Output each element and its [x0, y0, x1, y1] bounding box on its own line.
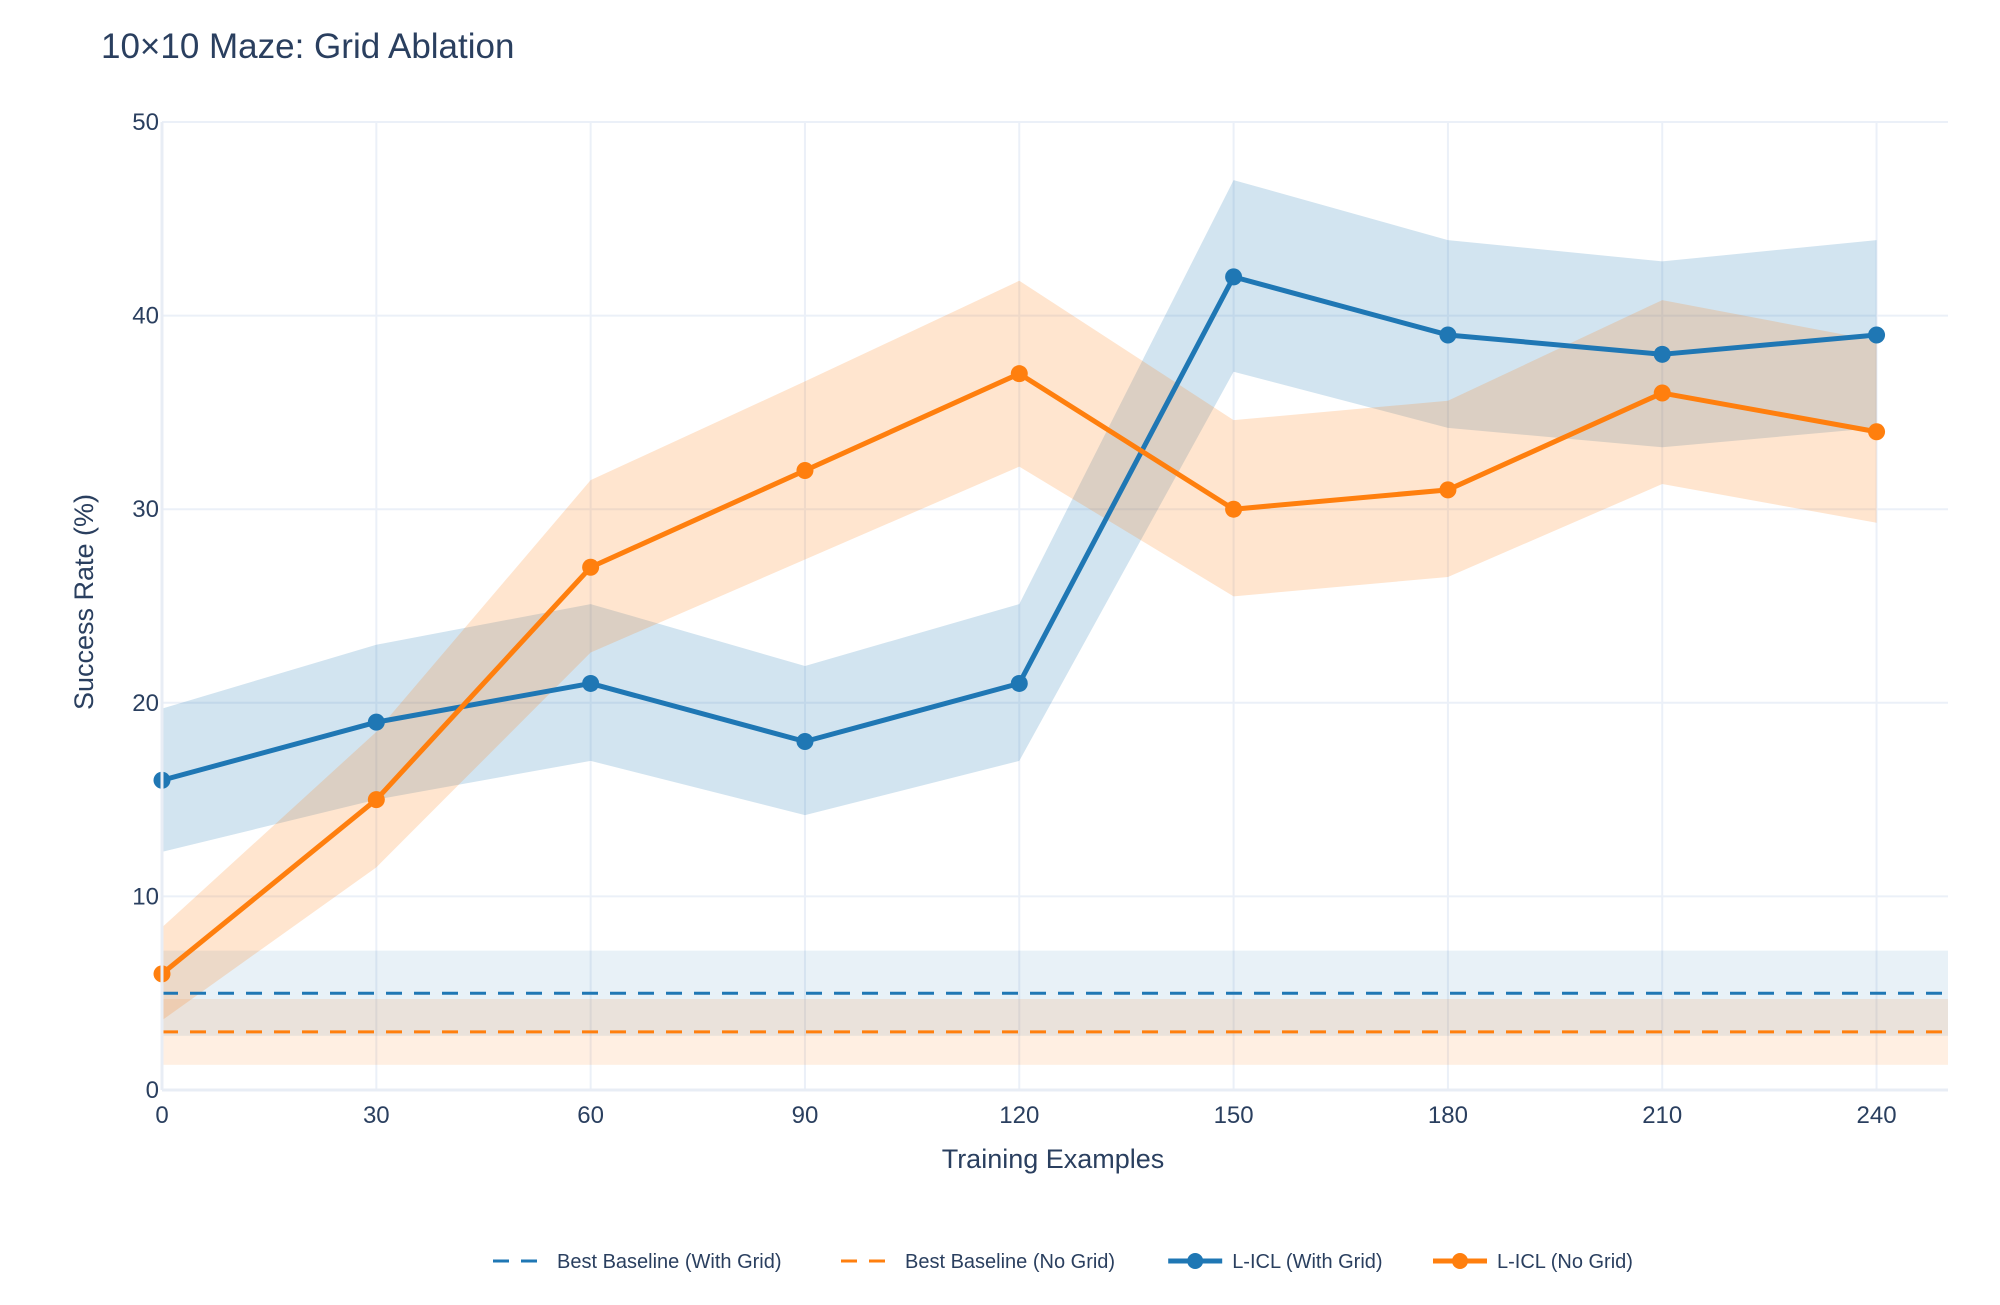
x-tick-label: 60 [577, 1102, 604, 1129]
legend-label: Best Baseline (No Grid) [905, 1251, 1115, 1273]
x-tick-label: 240 [1857, 1102, 1897, 1129]
x-axis-label: Training Examples [942, 1144, 1165, 1174]
data-point [582, 674, 600, 692]
x-tick-label: 180 [1428, 1102, 1468, 1129]
data-point [1653, 384, 1671, 402]
data-point [1868, 423, 1886, 441]
data-point [796, 461, 814, 479]
y-tick-label: 10 [132, 883, 159, 910]
data-point [796, 733, 814, 751]
legend-item[interactable]: Best Baseline (No Grid) [841, 1251, 1115, 1273]
confidence-band [162, 280, 1877, 1021]
legend-item[interactable]: Best Baseline (With Grid) [493, 1251, 782, 1273]
data-point [1868, 326, 1886, 344]
legend-label: Best Baseline (With Grid) [557, 1251, 782, 1273]
data-point [367, 713, 385, 731]
x-tick-label: 30 [363, 1102, 390, 1129]
y-tick-label: 30 [132, 496, 159, 523]
legend: Best Baseline (With Grid) Best Baseline (… [493, 1251, 1633, 1273]
y-axis-label: Success Rate (%) [69, 494, 99, 710]
data-point [1010, 365, 1028, 383]
data-point [582, 558, 600, 576]
legend-label: L-ICL (No Grid) [1497, 1251, 1633, 1273]
data-point [1010, 674, 1028, 692]
legend-marker [1187, 1253, 1204, 1269]
chart-title: 10×10 Maze: Grid Ablation [101, 27, 514, 66]
legend-item[interactable]: L-ICL (With Grid) [1168, 1251, 1383, 1273]
data-point [367, 791, 385, 809]
x-tick-label: 90 [792, 1102, 819, 1129]
baseline-lines [162, 991, 1948, 1034]
data-point [1225, 500, 1243, 518]
data-point [1439, 481, 1457, 499]
confidence-bands [162, 180, 1948, 1065]
grid-layer [162, 121, 1948, 1090]
x-tick-label: 0 [155, 1102, 168, 1129]
legend-item[interactable]: L-ICL (No Grid) [1433, 1251, 1633, 1273]
x-tick-label: 150 [1214, 1102, 1254, 1129]
legend-marker [1452, 1253, 1468, 1269]
data-point [1439, 326, 1457, 344]
data-point [1653, 345, 1671, 363]
axes: 0 30 60 90 120 150 180 210 240 0 10 20 30 40 50 [132, 109, 1948, 1129]
x-tick-label: 210 [1642, 1102, 1682, 1129]
y-tick-label: 20 [132, 690, 159, 717]
data-point [1225, 268, 1243, 286]
y-tick-label: 40 [132, 303, 159, 330]
y-tick-label: 0 [146, 1077, 159, 1104]
legend-label: L-ICL (With Grid) [1232, 1251, 1382, 1273]
y-tick-label: 50 [132, 109, 159, 136]
x-tick-label: 120 [999, 1102, 1039, 1129]
